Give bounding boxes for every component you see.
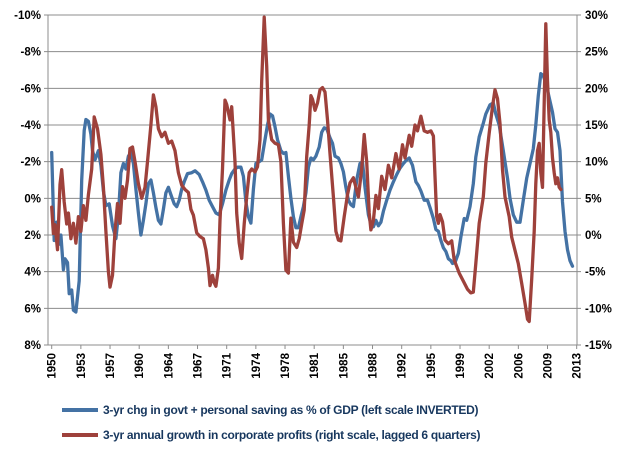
x-axis-year-label: 1985 (338, 352, 350, 378)
x-axis-year-label: 1999 (455, 353, 467, 379)
right-axis-tick-label: 20% (585, 83, 608, 95)
right-axis-tick-label: 15% (585, 120, 608, 132)
left-axis-tick-label: -6% (21, 83, 41, 95)
profits-series-line (50, 15, 563, 324)
right-axis-tick-label: 30% (585, 10, 608, 22)
x-axis-year-label: 2006 (513, 353, 525, 379)
x-axis-year-label: 1971 (222, 352, 234, 378)
x-axis-year-label: 1974 (251, 352, 263, 378)
x-axis-year-label: 1988 (368, 352, 380, 378)
legend-label-saving: 3-yr chg in govt + personal saving as % … (103, 403, 479, 417)
blue-line-swatch-icon (62, 408, 98, 412)
chart-legend: 3-yr chg in govt + personal saving as % … (62, 403, 480, 453)
right-axis-tick-label: -15% (585, 340, 612, 352)
x-axis-year-label: 1960 (134, 353, 146, 379)
x-axis-year-label: 1978 (280, 352, 292, 378)
left-axis-tick-label: 2% (24, 230, 41, 242)
right-axis-tick-label: 10% (585, 157, 608, 169)
x-axis-year-label: 2002 (484, 353, 496, 379)
legend-item-saving: 3-yr chg in govt + personal saving as % … (62, 403, 480, 417)
left-axis-tick-label: -10% (14, 10, 41, 22)
x-axis-year-label: 2009 (543, 353, 555, 379)
x-axis-year-label: 1992 (397, 353, 409, 379)
left-axis-tick-label: 8% (24, 340, 41, 352)
left-axis-tick-label: -4% (21, 120, 41, 132)
saving-series-line (50, 72, 575, 314)
right-axis-tick-label: 25% (585, 47, 608, 59)
right-axis-tick-label: 0% (585, 230, 602, 242)
x-axis-year-label: 1953 (76, 353, 88, 379)
left-axis-tick-label: -8% (21, 47, 41, 59)
x-axis-year-label: 1950 (47, 353, 59, 379)
left-axis-tick-label: 0% (24, 193, 41, 205)
x-axis-year-label: 1957 (105, 353, 117, 379)
x-axis-year-label: 2013 (572, 353, 584, 379)
x-axis-year-label: 1967 (193, 353, 205, 379)
right-axis-tick-label: -5% (585, 267, 605, 279)
legend-item-profits: 3-yr annual growth in corporate profits … (62, 428, 480, 442)
red-line-swatch-icon (62, 433, 98, 437)
legend-label-profits: 3-yr annual growth in corporate profits … (103, 428, 481, 442)
right-axis-tick-label: -10% (585, 303, 612, 315)
left-axis-tick-label: -2% (21, 157, 41, 169)
right-axis-tick-label: 5% (585, 193, 602, 205)
left-axis-tick-label: 4% (24, 267, 41, 279)
x-axis-year-label: 1995 (426, 352, 438, 378)
x-axis-year-label: 1981 (309, 352, 321, 378)
x-axis-year-label: 1964 (163, 352, 175, 378)
left-axis-tick-label: 6% (24, 303, 41, 315)
